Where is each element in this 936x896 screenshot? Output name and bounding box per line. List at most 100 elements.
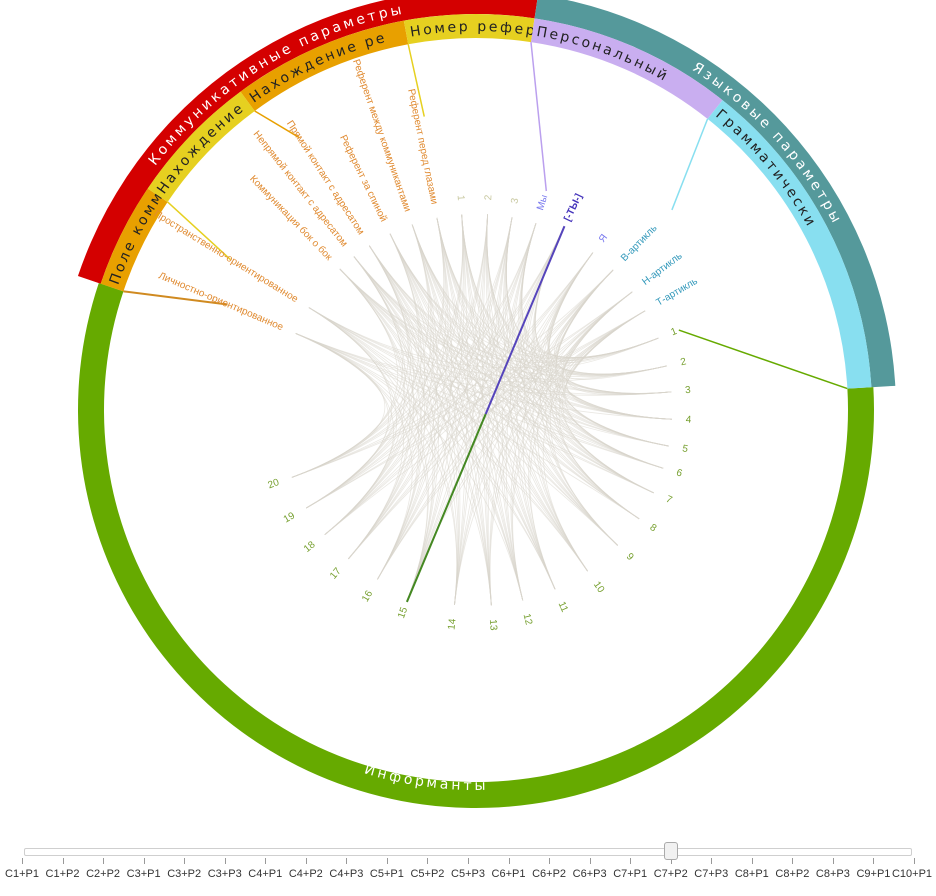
slider-tick-label[interactable]: C5+P2 [410, 868, 445, 880]
slider-tick-label[interactable]: C3+P2 [167, 868, 202, 880]
node-label[interactable]: Референт между коммуникантами [350, 58, 414, 214]
chord-link [324, 269, 614, 535]
slider-tick-label[interactable]: C2+P2 [86, 868, 121, 880]
slider-tick-label[interactable]: C5+P3 [451, 868, 485, 880]
chord-link [306, 233, 420, 509]
slider-tick [508, 858, 510, 864]
slider-tick-label[interactable]: C4+P3 [329, 868, 364, 880]
group-arc-lang[interactable] [534, 0, 896, 388]
slider-tick-label[interactable]: C6+P2 [532, 868, 567, 880]
slider-tick-label[interactable]: C3+P3 [207, 868, 242, 880]
slider-tick-label[interactable]: C6+P1 [491, 868, 526, 880]
spoke-line [407, 44, 425, 117]
node-label[interactable]: 4 [686, 415, 693, 426]
node-label[interactable]: Н-артикль [640, 251, 684, 288]
slider-tick-label[interactable]: C8+P1 [734, 868, 769, 880]
parameter-spokes [123, 42, 848, 390]
spoke-line [254, 110, 300, 139]
node-label[interactable]: 7 [664, 494, 674, 507]
chord-link [377, 217, 513, 580]
slider-tick-label[interactable]: C5+P1 [369, 868, 404, 880]
chord-link [454, 214, 468, 605]
chord-link [291, 269, 614, 478]
node-label[interactable]: 2 [483, 194, 494, 201]
node-label[interactable]: 19 [282, 510, 298, 525]
chord-link [348, 269, 614, 560]
node-label[interactable]: 13 [487, 619, 499, 631]
node-label[interactable]: В-артикль [619, 223, 659, 264]
highlight-link-informant [405, 413, 487, 603]
spoke-line [167, 201, 231, 261]
chord-link [308, 307, 588, 572]
node-label[interactable]: 2 [679, 356, 687, 368]
slider-tick-label[interactable]: C4+P1 [248, 868, 283, 880]
slider-thumb[interactable] [663, 842, 678, 860]
chord-link [295, 333, 654, 494]
chord-link [409, 223, 537, 595]
node-label[interactable]: 3 [685, 385, 692, 397]
subgroup-arc[interactable] [100, 188, 168, 292]
chord-link [324, 217, 513, 535]
slider-tick-label[interactable]: C8+P2 [775, 868, 810, 880]
node-label[interactable]: 17 [328, 566, 344, 582]
chord-link [377, 223, 537, 580]
group-arc-comm[interactable] [77, 0, 538, 284]
node-label[interactable]: Референт перед глазами [405, 88, 440, 205]
node-label[interactable]: 20 [267, 477, 282, 491]
node-label[interactable]: Я [597, 232, 610, 244]
chord-link [308, 307, 672, 396]
highlight-link-param [484, 225, 566, 415]
node-label[interactable]: 1 [669, 326, 679, 338]
chord-link [389, 233, 439, 595]
node-label[interactable]: 6 [675, 467, 684, 479]
chord-link [411, 224, 492, 606]
slider-tick [711, 858, 713, 864]
node-label[interactable]: 3 [509, 197, 521, 205]
slider-tick-label[interactable]: C7+P1 [613, 868, 648, 880]
node-label[interactable]: Т-артикль [654, 276, 699, 309]
slider-tick [22, 858, 23, 864]
subgroup-arc[interactable] [240, 20, 409, 111]
node-label[interactable]: [-ТЫ-] [562, 192, 585, 223]
chord-link [306, 214, 489, 509]
slider-tick-label[interactable]: C3+P1 [126, 868, 161, 880]
node-label[interactable]: Мы [535, 194, 550, 212]
slider-track[interactable] [24, 848, 912, 856]
slider-tick-label[interactable]: C9+P1 [856, 868, 891, 880]
node-label[interactable]: 12 [521, 613, 534, 627]
group-arc-inf[interactable] [77, 283, 875, 809]
node-label[interactable]: 18 [302, 539, 318, 555]
chord-link [291, 223, 537, 478]
slider-tick [751, 858, 753, 864]
subgroup-arc[interactable] [707, 100, 872, 389]
highlighted-link [405, 225, 566, 603]
node-label[interactable]: 11 [556, 600, 570, 614]
node-label[interactable]: 15 [396, 605, 410, 620]
slider-tick-label[interactable]: C7+P3 [694, 868, 729, 880]
subgroup-arc[interactable] [147, 91, 255, 202]
chord-link [436, 217, 524, 601]
chord-link [308, 307, 398, 535]
node-label[interactable]: 9 [624, 551, 636, 563]
node-label[interactable]: 5 [681, 443, 689, 455]
node-label[interactable]: 14 [446, 618, 458, 631]
node-label[interactable]: 8 [648, 522, 659, 534]
slider-tick-label[interactable]: C10+P1 [891, 868, 933, 880]
slider-tick-label[interactable]: C4+P2 [288, 868, 323, 880]
node-label[interactable]: 16 [360, 588, 375, 604]
slider-tick-label[interactable]: C1+P1 [5, 868, 39, 880]
chord-link [411, 224, 461, 605]
chord-link [485, 214, 556, 590]
subgroup-arc[interactable] [403, 13, 535, 45]
subgroup-arc[interactable] [530, 18, 723, 119]
slider-tick-label[interactable]: C1+P2 [45, 868, 80, 880]
slider-tick-label[interactable]: C7+P2 [653, 868, 688, 880]
slider-tick-label[interactable]: C6+P3 [572, 868, 607, 880]
node-label[interactable]: 1 [455, 195, 466, 202]
slider-tick-label[interactable]: C8+P3 [815, 868, 850, 880]
slider-tick [427, 858, 429, 864]
node-label[interactable]: 10 [591, 580, 607, 596]
node-label[interactable]: Пространственно-ориентированное [152, 209, 300, 306]
combination-slider[interactable]: C1+P1 C1+P2 C2+P2 C3+P1 C3+P2 C3+P3 C4+P1 C4+P2… [0, 838, 936, 896]
slider-tick [62, 858, 64, 864]
